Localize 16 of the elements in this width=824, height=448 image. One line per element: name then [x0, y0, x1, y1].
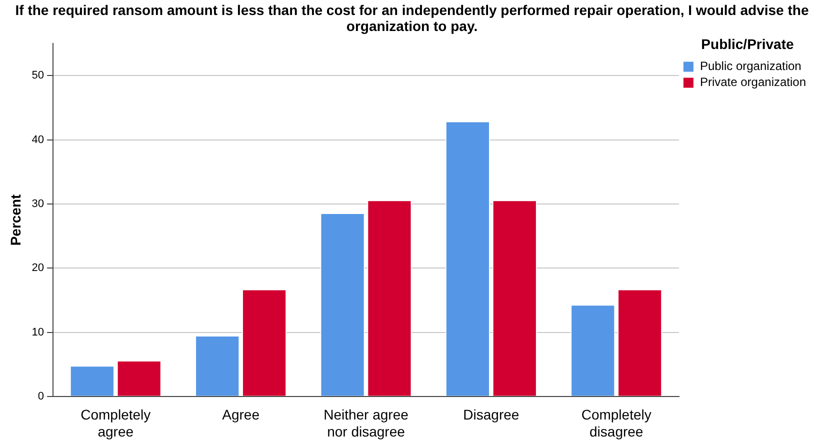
y-tick-label: 50: [32, 70, 44, 82]
x-tick-label: Disagree: [463, 406, 520, 423]
x-tick-label: Neither agree nor disagree: [324, 406, 409, 440]
legend-label: Public organization: [700, 59, 802, 74]
y-tick-label: 40: [32, 134, 44, 146]
chart-title: If the required ransom amount is less than the cost for an independently performed repair operation, I would advise the organization to pay.: [14, 2, 810, 34]
y-tick-label: 10: [32, 326, 44, 338]
x-tick-label: Completely agree: [80, 406, 151, 440]
y-axis-title: Percent: [7, 194, 24, 246]
legend-title: Public/Private: [701, 36, 794, 52]
legend-label: Private organization: [700, 75, 806, 90]
x-tick-label: Completely disagree: [581, 406, 652, 440]
x-tick-label: Agree: [222, 406, 260, 423]
y-tick-label: 20: [32, 262, 44, 274]
y-tick-label: 0: [38, 390, 44, 402]
y-tick-label: 30: [32, 198, 44, 210]
